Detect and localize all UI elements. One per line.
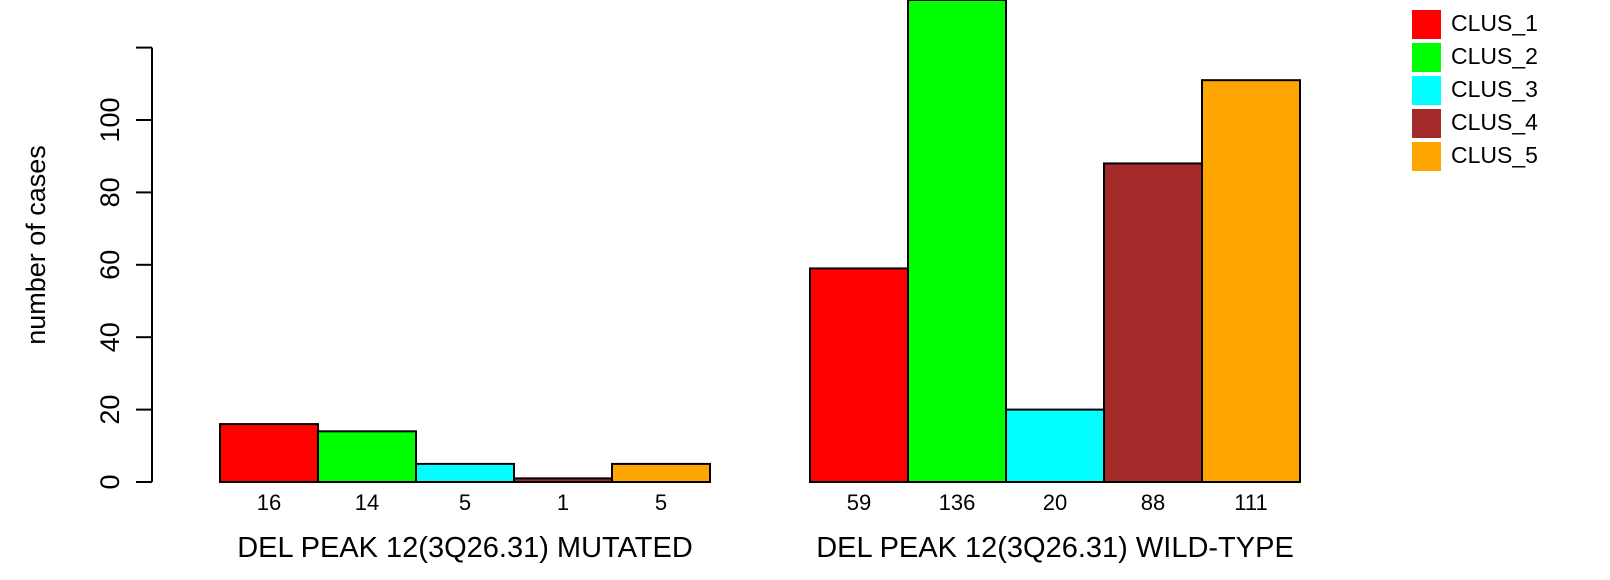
bar-clus-2-group-1 xyxy=(317,430,417,484)
bar-clus-5-group-1 xyxy=(611,462,711,483)
group-labels: DEL PEAK 12(3Q26.31) MUTATED DEL PEAK 12(… xyxy=(237,532,1294,564)
bar-clus-2-group-2 xyxy=(907,0,1007,483)
bars xyxy=(219,0,1301,484)
bar-count-label: 14 xyxy=(355,490,379,515)
bar-count-label: 1 xyxy=(557,490,569,515)
y-tick-label: 0 xyxy=(95,474,125,489)
legend-swatch xyxy=(1412,43,1441,72)
y-tick-label: 40 xyxy=(95,322,125,352)
bar-clus-4-group-2 xyxy=(1103,162,1203,483)
x-category-label: DEL PEAK 12(3Q26.31) MUTATED xyxy=(237,532,693,564)
bar-count-label: 136 xyxy=(939,490,976,515)
legend-swatch xyxy=(1412,109,1441,138)
bar-count-label: 88 xyxy=(1141,490,1165,515)
y-tick-label: 20 xyxy=(95,395,125,425)
bar-count-label: 5 xyxy=(655,490,667,515)
y-tick-label: 60 xyxy=(95,250,125,280)
legend-label: CLUS_1 xyxy=(1451,10,1538,36)
bar-count-label: 59 xyxy=(847,490,871,515)
bar-clus-1-group-1 xyxy=(219,423,319,483)
bar-clus-3-group-2 xyxy=(1005,408,1105,484)
bar-clus-4-group-1 xyxy=(513,477,613,484)
legend-swatch xyxy=(1412,10,1441,39)
bar-count-label: 5 xyxy=(459,490,471,515)
bar-clus-5-group-2 xyxy=(1201,79,1301,484)
count-labels: 16 14 5 1 5 59 136 20 88 111 xyxy=(257,490,1268,515)
bar-count-label: 16 xyxy=(257,490,281,515)
y-axis-title: number of cases xyxy=(21,145,51,345)
bar-count-label: 20 xyxy=(1043,490,1067,515)
y-tick-label: 100 xyxy=(95,97,125,142)
legend: CLUS_1 CLUS_2 CLUS_3 CLUS_4 CLUS_5 xyxy=(1412,10,1538,171)
legend-swatch xyxy=(1412,142,1441,171)
legend-label: CLUS_4 xyxy=(1451,109,1538,135)
legend-label: CLUS_2 xyxy=(1451,43,1538,69)
x-category-label: DEL PEAK 12(3Q26.31) WILD-TYPE xyxy=(816,532,1294,564)
y-tick-label: 80 xyxy=(95,177,125,207)
bar-clus-1-group-2 xyxy=(809,267,909,484)
bar-count-label: 111 xyxy=(1234,490,1267,515)
legend-swatch xyxy=(1412,76,1441,105)
legend-label: CLUS_5 xyxy=(1451,142,1538,168)
bar-clus-3-group-1 xyxy=(415,462,515,483)
legend-label: CLUS_3 xyxy=(1451,76,1538,102)
y-axis: 0 20 40 60 80 100 xyxy=(95,46,153,490)
